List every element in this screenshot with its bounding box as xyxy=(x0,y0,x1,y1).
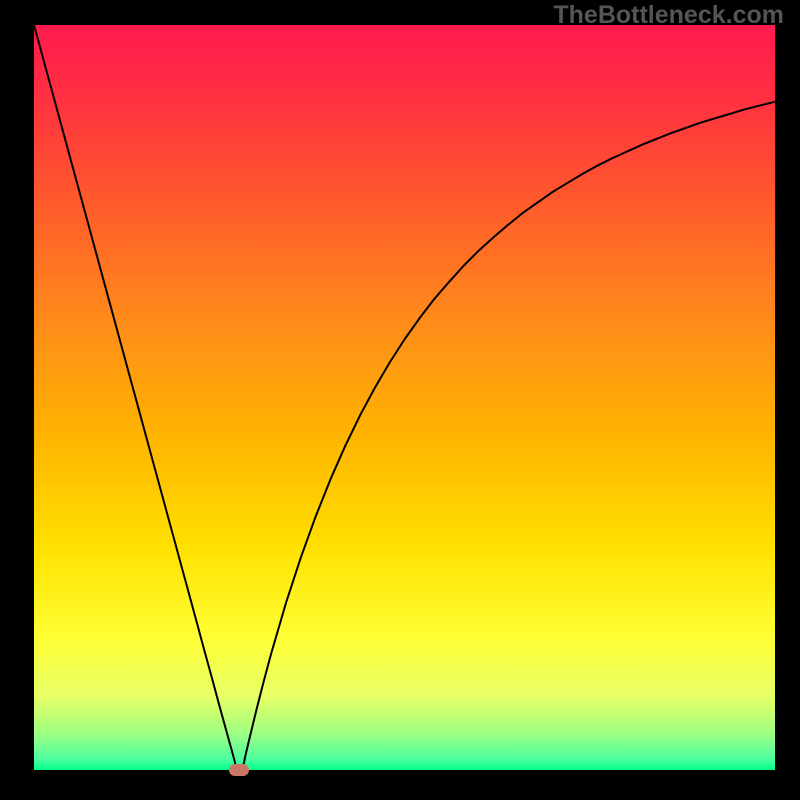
bottleneck-curve xyxy=(34,25,775,770)
plot-area xyxy=(34,25,775,770)
chart-container: TheBottleneck.com xyxy=(0,0,800,800)
minimum-marker xyxy=(229,764,249,776)
watermark-text: TheBottleneck.com xyxy=(553,1,784,30)
